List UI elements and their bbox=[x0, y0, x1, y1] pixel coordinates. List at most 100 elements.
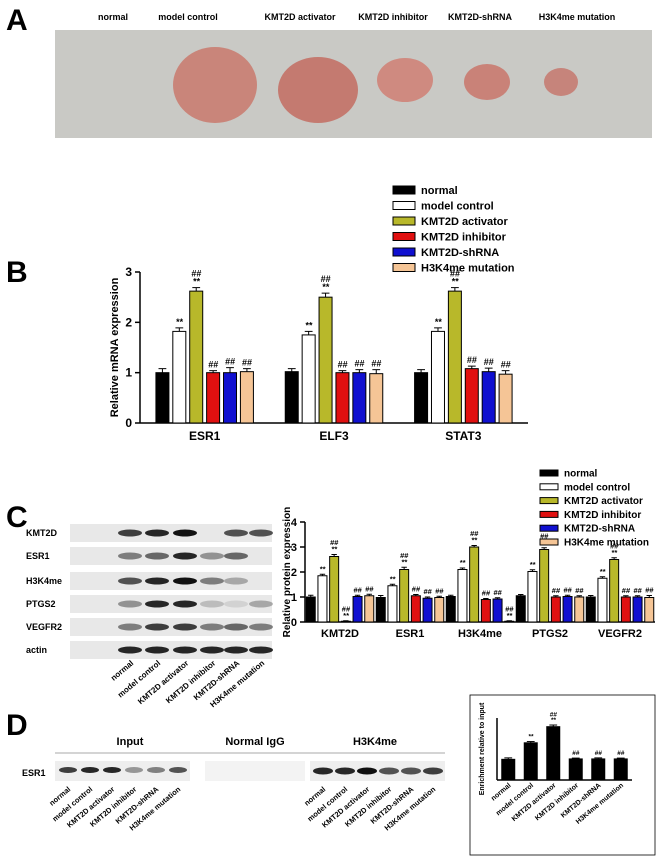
blot-band bbox=[224, 552, 248, 560]
significance-label: ** bbox=[551, 717, 557, 724]
significance-label: ** bbox=[320, 564, 327, 573]
panel-label: A bbox=[6, 4, 28, 37]
significance-label: ## bbox=[572, 750, 580, 757]
significance-label: ## bbox=[354, 359, 364, 369]
bar bbox=[414, 372, 429, 424]
blot-band bbox=[145, 623, 169, 631]
blot-header: Normal IgG bbox=[225, 736, 284, 748]
bar bbox=[480, 599, 491, 623]
significance-label: ## bbox=[482, 589, 491, 598]
significance-label: ## bbox=[505, 604, 514, 613]
significance-label: ** bbox=[528, 734, 534, 741]
significance-label: ** bbox=[434, 317, 442, 327]
blot-band bbox=[118, 577, 142, 585]
legend-swatch bbox=[539, 483, 559, 491]
bar bbox=[644, 597, 655, 623]
bar bbox=[515, 595, 526, 623]
legend-label: KMT2D inhibitor bbox=[421, 231, 507, 243]
significance-label: ## bbox=[645, 586, 654, 595]
tissue bbox=[377, 58, 433, 102]
significance-label: ** bbox=[451, 277, 459, 287]
blot-band bbox=[173, 646, 197, 654]
significance-label: ## bbox=[337, 360, 347, 370]
blot-band bbox=[379, 767, 399, 775]
blot-strip bbox=[70, 618, 272, 636]
significance-label: ** bbox=[390, 574, 397, 583]
legend-label: H3K4me mutation bbox=[421, 262, 515, 274]
legend-swatch bbox=[539, 497, 559, 505]
x-tick-label: PTGS2 bbox=[532, 628, 568, 640]
significance-label: ## bbox=[595, 750, 603, 757]
blot-band bbox=[224, 646, 248, 654]
bar bbox=[318, 296, 333, 424]
blot-band bbox=[118, 600, 142, 608]
bar bbox=[632, 596, 643, 623]
bar bbox=[305, 596, 316, 623]
blot-strip bbox=[205, 761, 305, 781]
bar bbox=[447, 290, 462, 424]
blot-band bbox=[145, 529, 169, 537]
significance-label: ## bbox=[342, 604, 351, 613]
blot-band bbox=[423, 767, 443, 775]
legend-label: KMT2D-shRNA bbox=[421, 247, 499, 259]
bar bbox=[301, 334, 316, 424]
significance-label: ## bbox=[622, 586, 631, 595]
blot-band bbox=[173, 529, 197, 537]
blot-band bbox=[200, 600, 224, 608]
group-label: KMT2D activator bbox=[264, 12, 336, 22]
legend-swatch bbox=[392, 232, 416, 241]
blot-band bbox=[224, 577, 248, 585]
significance-label: ** bbox=[460, 558, 467, 567]
blot-band bbox=[103, 767, 121, 773]
significance-label: ## bbox=[321, 274, 331, 284]
legend-swatch bbox=[392, 185, 416, 195]
significance-label: ## bbox=[552, 586, 561, 595]
significance-label: ## bbox=[493, 588, 502, 597]
x-tick-label: ESR1 bbox=[189, 429, 221, 443]
bar bbox=[597, 577, 608, 623]
blot-header: Input bbox=[117, 736, 144, 748]
panel-label: D bbox=[6, 709, 28, 742]
blot-band bbox=[118, 529, 142, 537]
blot-band bbox=[145, 577, 169, 585]
y-axis-label: Enrichment relative to input bbox=[479, 702, 486, 795]
bar bbox=[189, 290, 204, 424]
legend-label: model control bbox=[564, 482, 630, 493]
blot-row-label: H3K4me bbox=[26, 576, 62, 586]
blot-band bbox=[224, 600, 248, 608]
blot-band bbox=[401, 767, 421, 775]
significance-label: ** bbox=[600, 567, 607, 576]
tissue bbox=[278, 57, 358, 123]
blot-band bbox=[357, 767, 377, 775]
bar bbox=[574, 596, 585, 623]
y-tick-label: 3 bbox=[291, 542, 297, 554]
x-tick-label: KMT2D bbox=[321, 628, 359, 640]
blot-band bbox=[59, 767, 77, 773]
legend-label: H3K4me mutation bbox=[564, 538, 649, 549]
y-tick-label: 1 bbox=[291, 592, 297, 604]
blot-row-label: VEGFR2 bbox=[26, 622, 62, 632]
blot-band bbox=[224, 623, 248, 631]
blot-row-label: KMT2D bbox=[26, 528, 57, 538]
blot-row-label: actin bbox=[26, 645, 47, 655]
legend-swatch bbox=[392, 201, 416, 210]
blot-band bbox=[147, 767, 165, 773]
blot-strip bbox=[55, 761, 190, 781]
x-tick-label: VEGFR2 bbox=[598, 628, 642, 640]
group-label: model control bbox=[158, 12, 218, 22]
y-tick-label: 1 bbox=[125, 366, 132, 380]
significance-label: ## bbox=[400, 551, 409, 560]
significance-label: ** bbox=[305, 320, 313, 330]
significance-label: ## bbox=[575, 586, 584, 595]
bar bbox=[457, 569, 468, 623]
bar bbox=[206, 372, 221, 424]
blot-band bbox=[200, 646, 224, 654]
blot-band bbox=[125, 767, 143, 773]
blot-band bbox=[249, 600, 273, 608]
x-tick-label: STAT3 bbox=[445, 429, 482, 443]
significance-label: ## bbox=[225, 357, 235, 367]
significance-label: ## bbox=[353, 585, 362, 594]
blot-band bbox=[145, 646, 169, 654]
blot-band bbox=[169, 767, 187, 773]
significance-label: ## bbox=[191, 269, 201, 279]
